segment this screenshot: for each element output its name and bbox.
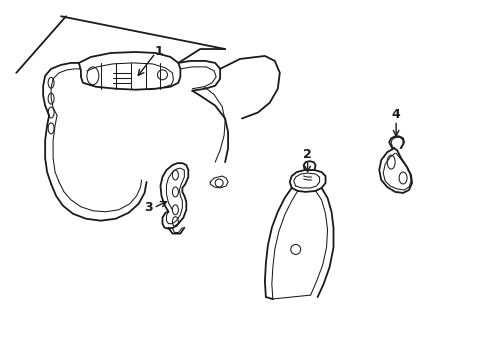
Text: 3: 3 <box>144 201 153 214</box>
Text: 1: 1 <box>154 45 163 58</box>
Text: 2: 2 <box>303 148 311 161</box>
Text: 4: 4 <box>391 108 400 121</box>
